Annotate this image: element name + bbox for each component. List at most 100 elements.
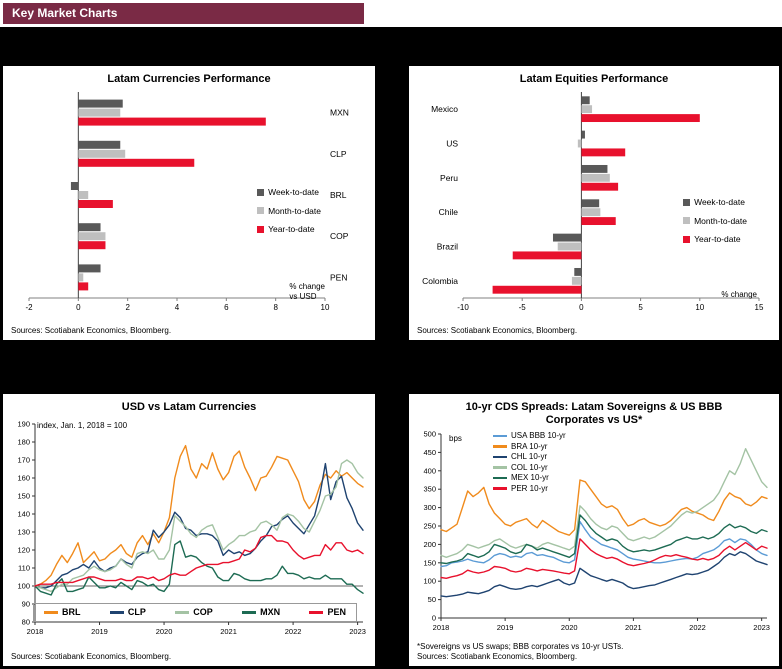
source-text: Sources: Scotiabank Economics, Bloomberg… (417, 326, 578, 335)
legend-item: USA BBB 10-yr (493, 432, 566, 440)
legend-currencies: Week-to-date Month-to-date Year-to-date (257, 188, 321, 234)
svg-text:2022: 2022 (285, 627, 302, 636)
svg-text:BRL: BRL (330, 190, 347, 200)
svg-text:200: 200 (423, 540, 436, 549)
chart-title: 10-yr CDS Spreads: Latam Sovereigns & US… (465, 401, 723, 426)
svg-text:COP: COP (330, 231, 349, 241)
legend-label: CLP (127, 607, 146, 617)
svg-text:400: 400 (423, 466, 436, 475)
chart-title: Latam Currencies Performance (107, 73, 271, 85)
series-COL 10-yr (440, 448, 768, 559)
svg-text:2019: 2019 (91, 627, 108, 636)
line-chart-svg: 80 90 100 110 120 130 140 150 160 170 180 190 2018 20… (17, 420, 365, 637)
legend-item: Year-to-date (257, 225, 321, 234)
svg-text:CLP: CLP (330, 149, 347, 159)
series-MEX 10-yr (440, 514, 768, 565)
svg-text:Colombia: Colombia (422, 276, 458, 286)
panel-cds-spreads: 10-yr CDS Spreads: Latam Sovereigns & US… (409, 394, 779, 666)
legend-swatch (683, 198, 691, 206)
bar-chart-svg: -2 0 2 4 6 8 10 MXN CLP BRL COP PEN (25, 92, 349, 312)
series-BRA 10-yr (440, 479, 768, 536)
legend-swatch (493, 487, 507, 490)
source-text: Sources: Scotiabank Economics, Bloomberg… (11, 326, 172, 335)
legend-fx-lines: BRL CLP COP MXN PEN (33, 603, 357, 622)
svg-text:170: 170 (17, 456, 30, 465)
legend-swatch (683, 235, 691, 243)
series-BRL (34, 444, 364, 587)
legend-swatch (493, 466, 507, 469)
legend-label: Week-to-date (268, 187, 319, 197)
legend-item: MXN (242, 608, 280, 617)
cds-spreads-line-chart: 0 50 100 150 200 250 300 350 400 450 500 2018 2019 20… (413, 428, 775, 636)
svg-text:5: 5 (638, 303, 643, 312)
svg-text:130: 130 (17, 528, 30, 537)
legend-swatch (493, 455, 507, 459)
svg-text:190: 190 (17, 420, 30, 429)
legend-swatch (175, 611, 190, 614)
svg-text:90: 90 (22, 600, 30, 609)
legend-label: Month-to-date (694, 215, 747, 226)
svg-text:6: 6 (224, 303, 229, 312)
legend-swatch (493, 476, 507, 480)
svg-text:15: 15 (755, 303, 764, 312)
svg-text:300: 300 (423, 503, 436, 512)
chart-title: Latam Equities Performance (519, 73, 669, 85)
latam-currencies-bar-chart: -2 0 2 4 6 8 10 MXN CLP BRL COP PEN (7, 88, 371, 320)
legend-label: MXN (260, 607, 281, 617)
latam-equities-bar-chart: -10 -5 0 5 10 15 Mexico US Peru Chile Brazil Colomb… (413, 88, 775, 320)
legend-swatch (257, 225, 265, 233)
series-COP (34, 459, 364, 593)
svg-text:110: 110 (18, 564, 30, 573)
legend-item: BRA 10-yr (493, 441, 566, 451)
legend-swatch (257, 188, 265, 196)
legend-swatch (493, 445, 507, 448)
series-USA BBB 10-yr (440, 520, 768, 568)
svg-text:2021: 2021 (625, 623, 642, 632)
legend-swatch (44, 611, 58, 614)
svg-text:80: 80 (22, 618, 30, 627)
svg-text:2: 2 (125, 303, 130, 312)
legend-swatch (683, 217, 691, 225)
legend-item: Month-to-date (257, 205, 321, 216)
legend-swatch (242, 611, 257, 614)
svg-text:140: 140 (17, 510, 30, 519)
svg-text:8: 8 (273, 303, 278, 312)
panel-usd-vs-latam: USD vs Latam Currencies 80 90 100 110 120 130… (3, 394, 375, 666)
axis-note: % change (721, 290, 757, 299)
series-CLP (34, 462, 364, 589)
legend-cds-lines: USA BBB 10-yr BRA 10-yr CHL 10-yr COL 10-yr… (493, 432, 566, 493)
legend-item: Week-to-date (683, 198, 747, 207)
source-text: Sources: Scotiabank Economics, Bloomberg… (11, 652, 172, 661)
usd-vs-latam-line-chart: 80 90 100 110 120 130 140 150 160 170 180 190 2018 20… (7, 418, 371, 640)
legend-label: Month-to-date (268, 205, 321, 216)
svg-text:150: 150 (17, 492, 30, 501)
legend-swatch (493, 434, 507, 438)
source-text: Sources: Scotiabank Economics, Bloomberg… (417, 652, 578, 661)
panel-latam-equities: Latam Equities Performance -10 -5 0 5 10 15 Me… (409, 66, 779, 340)
svg-text:Mexico: Mexico (431, 104, 458, 114)
svg-text:0: 0 (76, 303, 81, 312)
svg-text:150: 150 (423, 558, 436, 567)
svg-text:PEN: PEN (330, 272, 347, 282)
legend-label: BRA 10-yr (511, 441, 548, 451)
legend-item: PEN (309, 608, 346, 617)
svg-text:2022: 2022 (689, 623, 706, 632)
svg-text:US: US (446, 139, 458, 149)
axis-note: % change vs USD (289, 282, 325, 301)
legend-item: CHL 10-yr (493, 453, 566, 461)
legend-label: MEX 10-yr (511, 473, 549, 482)
bar-chart-svg: -10 -5 0 5 10 15 Mexico US Peru Chile Brazil Colomb… (422, 92, 764, 312)
legend-item: PER 10-yr (493, 484, 566, 493)
svg-text:Chile: Chile (439, 207, 459, 217)
svg-text:100: 100 (423, 577, 436, 586)
svg-text:2020: 2020 (156, 627, 173, 636)
svg-text:100: 100 (17, 582, 30, 591)
svg-text:500: 500 (423, 430, 436, 439)
legend-label: COL 10-yr (511, 462, 548, 472)
svg-text:0: 0 (432, 614, 436, 623)
svg-text:2018: 2018 (433, 623, 450, 632)
series-MXN (34, 540, 364, 596)
svg-text:2020: 2020 (561, 623, 578, 632)
svg-text:10: 10 (321, 303, 330, 312)
index-note: index, Jan. 1, 2018 = 100 (37, 421, 128, 430)
